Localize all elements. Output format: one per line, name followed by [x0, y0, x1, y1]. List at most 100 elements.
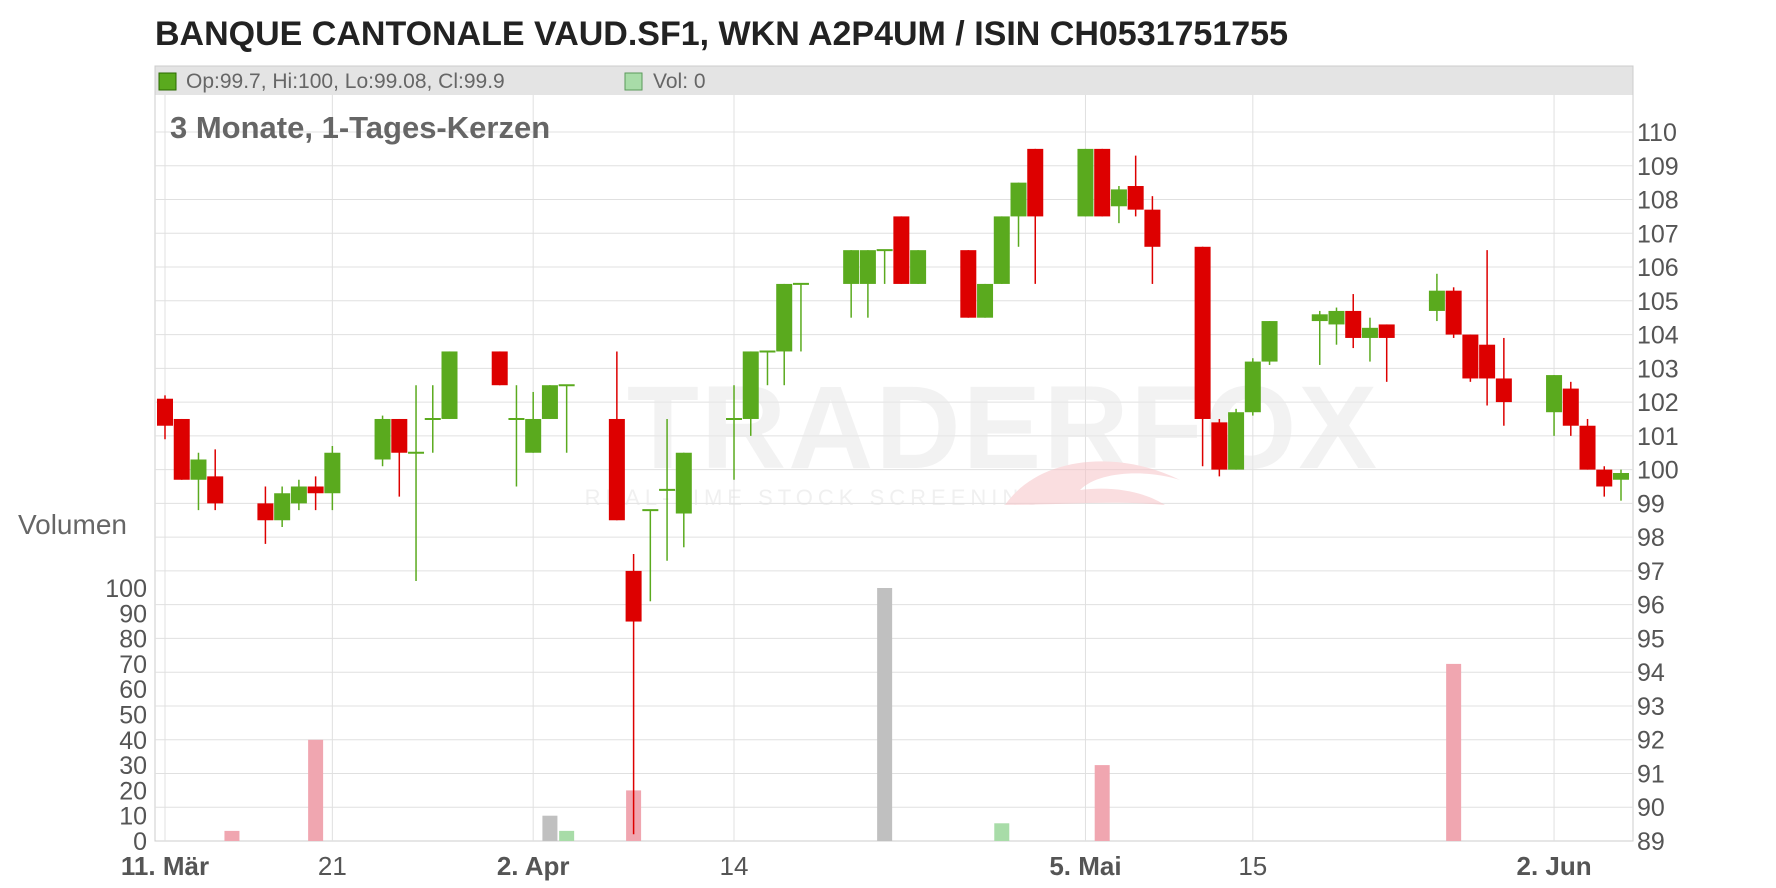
volume-tick-label: 10	[119, 803, 147, 831]
price-tick-label: 90	[1637, 794, 1665, 822]
price-tick-label: 108	[1637, 187, 1679, 215]
volume-tick-label: 70	[119, 651, 147, 679]
date-tick-label: 15	[1238, 851, 1267, 881]
date-tick-label: 2. Jun	[1516, 851, 1591, 881]
candle-body	[1479, 344, 1496, 379]
candle-body	[960, 250, 977, 318]
candle-body	[324, 452, 341, 494]
volume-tick-label: 20	[119, 777, 147, 805]
date-tick-label: 14	[720, 851, 749, 881]
price-tick-label: 89	[1637, 828, 1665, 856]
price-tick-label: 97	[1637, 558, 1665, 586]
volume-bar	[559, 830, 575, 841]
volume-bar	[994, 823, 1010, 841]
legend-bar	[155, 66, 1633, 95]
candle-body	[625, 570, 642, 622]
price-tick-label: 91	[1637, 760, 1665, 788]
watermark-text: TRADERFOX	[627, 362, 1379, 494]
candle-body	[675, 452, 692, 514]
volume-bar	[308, 739, 324, 841]
legend-vol-text: Vol: 0	[653, 70, 706, 93]
chart-subtitle: 3 Monate, 1-Tages-Kerzen	[170, 110, 550, 145]
candle-body	[157, 398, 173, 426]
candle-body	[742, 351, 759, 419]
candle-body	[525, 418, 542, 453]
date-tick-label: 11. Mär	[121, 851, 209, 881]
candle-body	[1077, 148, 1094, 217]
candle-body	[1228, 412, 1245, 470]
date-tick-label: 21	[318, 851, 347, 881]
candle-body	[843, 250, 860, 284]
candle-body	[1127, 186, 1144, 210]
candle-body	[1027, 148, 1044, 217]
volume-bar	[1094, 765, 1110, 841]
candle-body	[1462, 334, 1479, 379]
watermark-tagline: REAL-TIME STOCK SCREENING	[585, 485, 1046, 510]
candle-body	[977, 283, 994, 318]
candle-body	[290, 486, 307, 504]
candle-body	[993, 216, 1010, 284]
candle-body	[893, 216, 910, 284]
volume-tick-label: 30	[119, 752, 147, 780]
candle-body	[374, 418, 391, 460]
price-tick-label: 104	[1637, 322, 1679, 350]
candle-body	[608, 418, 625, 521]
price-tick-label: 102	[1637, 389, 1679, 417]
candle-body	[441, 351, 458, 419]
price-tick-label: 105	[1637, 288, 1679, 316]
candle-body	[1328, 310, 1345, 325]
candle-body	[910, 250, 927, 284]
candle-body	[274, 493, 291, 521]
candle-body	[1010, 182, 1027, 217]
date-tick-label: 2. Apr	[497, 851, 570, 881]
candle-body	[1361, 327, 1378, 338]
candle-body	[190, 459, 207, 480]
price-tick-label: 103	[1637, 355, 1679, 383]
chart-title: BANQUE CANTONALE VAUD.SF1, WKN A2P4UM / …	[155, 15, 1288, 53]
candle-body	[1244, 361, 1261, 413]
candle-body	[173, 418, 190, 480]
candle-body	[491, 351, 508, 386]
candle-body	[257, 503, 274, 521]
candle-body	[207, 476, 224, 504]
candle-body	[1378, 324, 1395, 338]
volume-tick-label: 100	[105, 575, 147, 603]
price-tick-label: 98	[1637, 524, 1665, 552]
candle-body	[1428, 290, 1445, 311]
candle-body	[1579, 425, 1596, 470]
price-tick-label: 106	[1637, 254, 1679, 282]
volume-bar	[224, 830, 240, 841]
volume-tick-label: 0	[133, 828, 147, 856]
fox-logo-icon	[1005, 461, 1180, 505]
volume-tick-label: 40	[119, 727, 147, 755]
candle-body	[1445, 290, 1462, 335]
volume-axis-label: Volumen	[18, 509, 127, 540]
price-tick-label: 99	[1637, 490, 1665, 518]
candle-body	[1546, 375, 1563, 413]
volume-bars	[224, 588, 1462, 841]
price-tick-label: 92	[1637, 727, 1665, 755]
candle-body	[541, 385, 558, 419]
legend-ohlc-text: Op:99.7, Hi:100, Lo:99.08, Cl:99.9	[186, 70, 505, 93]
volume-tick-label: 90	[119, 600, 147, 628]
candle-body	[1261, 321, 1278, 362]
candle-body	[1613, 472, 1629, 480]
candle-body	[1311, 314, 1328, 322]
candle-body	[1345, 310, 1362, 338]
volume-bar	[542, 815, 558, 841]
price-tick-label: 94	[1637, 659, 1665, 687]
candle-body	[1596, 469, 1613, 487]
volume-tick-label: 50	[119, 702, 147, 730]
axes: 8990919293949596979899100101102103104105…	[105, 119, 1679, 881]
price-tick-label: 95	[1637, 625, 1665, 653]
date-tick-label: 5. Mai	[1049, 851, 1121, 881]
candle-body	[1094, 148, 1111, 217]
plot-frame	[154, 65, 1634, 842]
price-tick-label: 110	[1637, 119, 1677, 147]
volume-tick-label: 60	[119, 676, 147, 704]
price-tick-label: 109	[1637, 153, 1679, 181]
candle-body	[391, 418, 408, 453]
candle-body	[1110, 189, 1127, 207]
volume-bar	[877, 588, 893, 841]
